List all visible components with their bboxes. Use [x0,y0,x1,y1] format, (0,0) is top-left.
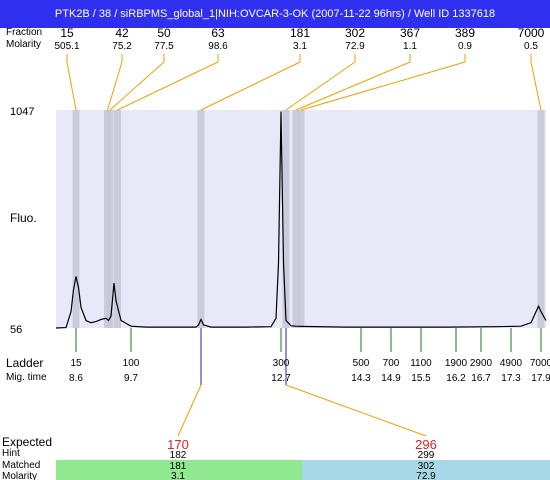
peak-molarity-label: 505.1 [54,41,79,52]
peak-band [537,110,545,328]
hint-row-label: Hint [2,448,20,459]
ladder-time-label: 17.3 [501,373,521,384]
peak-size-label: 63 [211,26,225,40]
connector-line [109,61,165,111]
peak-band [72,110,80,328]
connector-line [285,61,356,111]
peak-molarity-label: 75.2 [112,41,132,52]
peak-size-label: 302 [345,26,365,40]
ladder-size-label: 2900 [470,358,493,369]
ladder-size-label: 300 [273,358,290,369]
ladder-time-label: 15.5 [411,373,431,384]
peak-band [297,110,305,328]
connector-line [107,61,123,111]
molarity-value: 3.1 [171,471,185,480]
connector-line [300,61,466,111]
peak-molarity-label: 3.1 [293,41,307,52]
peak-molarity-label: 1.1 [403,41,417,52]
ladder-row-label: Ladder [6,356,43,370]
peak-molarity-label: 0.5 [524,41,538,52]
expected-band [56,460,302,480]
peak-band [114,110,121,328]
peak-size-label: 367 [400,26,420,40]
ladder-time-label: 14.3 [351,373,371,384]
peak-size-label: 7000 [518,26,545,40]
peak-molarity-label: 72.9 [345,41,365,52]
ladder-size-label: 15 [70,358,82,369]
expected-row-label: Expected [2,435,52,449]
connector-line [200,61,301,111]
molarity-row-label: Molarity [6,39,41,50]
fluorescence-trace [55,111,547,329]
peak-size-label: 389 [455,26,475,40]
peak-molarity-label: 77.5 [154,41,174,52]
matched-value: 181 [170,461,187,472]
peak-molarity-label: 0.9 [458,41,472,52]
y-axis-label: Fluo. [10,211,37,225]
peak-size-label: 15 [60,26,74,40]
peak-size-label: 42 [115,26,129,40]
molarity-bottom-row-label: Molarity [2,471,37,480]
expected-size-label: 296 [415,437,437,452]
ladder-size-label: 1100 [410,358,432,369]
ladder-time-label: 17.9 [531,373,550,384]
peak-band [197,110,205,328]
ladder-size-label: 7000 [530,358,550,369]
peak-band [106,110,114,328]
expected-connector [285,384,427,437]
peak-size-label: 181 [290,26,310,40]
ladder-time-label: 8.6 [69,373,83,384]
expected-band [302,460,550,480]
expected-connector [177,384,202,437]
hint-value: 299 [418,450,435,461]
connector-line [66,61,77,111]
peak-band [292,110,300,328]
fraction-row-label: Fraction [6,27,42,38]
ladder-time-label: 14.9 [381,373,401,384]
peak-molarity-label: 98.6 [208,41,228,52]
ladder-time-label: 12.7 [271,373,291,384]
page-title: PTK2B / 38 / siRBPMS_global_1|NIH:OVCAR-… [0,0,550,28]
ladder-time-label: 16.2 [446,373,466,384]
connector-line [530,61,542,111]
expected-size-label: 170 [167,437,189,452]
peak-band [282,110,290,328]
ladder-size-label: 500 [353,358,370,369]
mig-time-row-label: Mig. time [6,372,47,383]
plot-area: 1047 56 Fluo. [10,106,547,336]
peak-size-label: 50 [157,26,171,40]
ladder-time-label: 16.7 [471,373,491,384]
ladder-size-label: 1900 [445,358,468,369]
hint-value: 182 [170,450,187,461]
ladder-size-label: 700 [383,358,400,369]
molarity-value: 72.9 [416,471,436,480]
ladder-axis: Ladder Mig. time 15 8.6 100 9.7 300 12.7 500 14.3… [6,328,550,384]
ladder-time-label: 9.7 [124,373,138,384]
connector-line [295,61,411,111]
matched-value: 302 [418,461,435,472]
ladder-size-label: 100 [123,358,140,369]
ladder-size-label: 4900 [500,358,523,369]
matched-row-label: Matched [2,460,40,471]
y-min-label: 56 [10,324,22,336]
y-max-label: 1047 [10,106,34,118]
connector-line [117,61,219,111]
